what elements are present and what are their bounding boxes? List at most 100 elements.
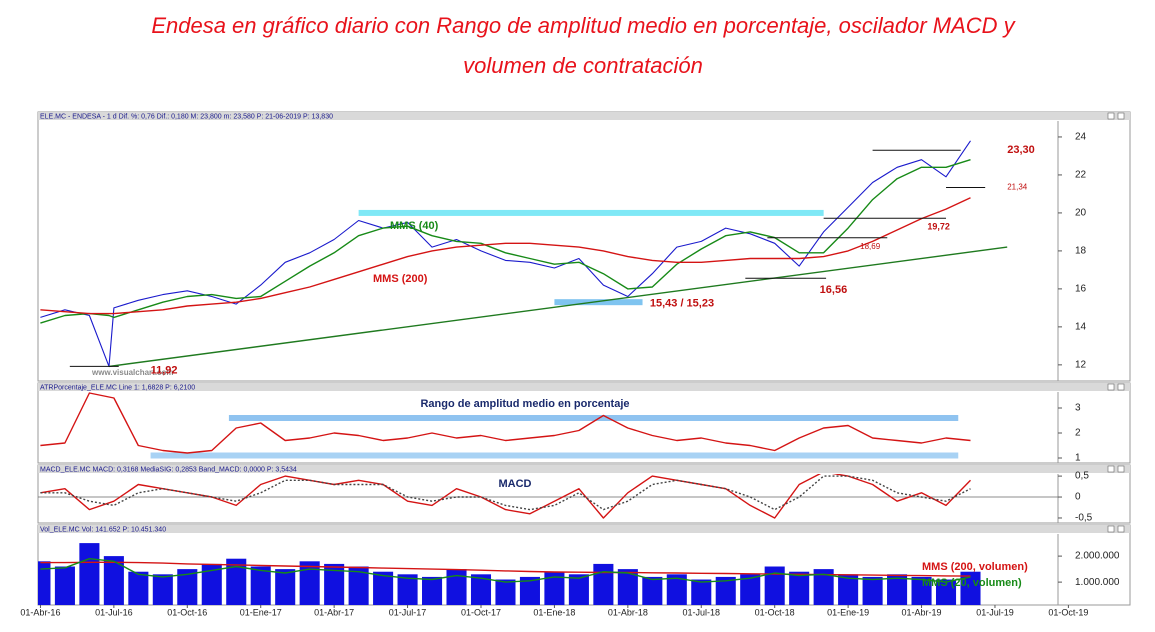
y-tick-label: 18	[1075, 246, 1087, 257]
panel-header-text: ATRPorcentaje_ELE.MC Line 1: 1,6828 P: 6…	[40, 384, 195, 391]
volume-bar	[593, 563, 614, 605]
volume-bar	[764, 566, 785, 605]
header-button	[1117, 525, 1125, 533]
volume-bar	[691, 579, 712, 605]
panel: Vol_ELE.MC Vol: 141.652 P: 10.451.340 1.0…	[20, 524, 1131, 617]
series-line	[40, 558, 971, 583]
panel-header-text: MACD_ELE.MC MACD: 0,3168 MediaSIG: 0,285…	[40, 466, 297, 473]
panel: ATRPorcentaje_ELE.MC Line 1: 1,6828 P: 6…	[37, 382, 1131, 464]
plot-area	[38, 474, 1058, 519]
panel: ELE.MC - ENDESA - 1 d Dif. %: 0,76 Dif.:…	[37, 111, 1131, 382]
volume-bar	[275, 569, 296, 605]
series-line	[108, 246, 1008, 368]
x-tick-label: 01-Ene-19	[827, 607, 869, 617]
title-line: Endesa en gráfico diario con Rango de am…	[151, 13, 1016, 38]
band	[150, 452, 959, 459]
series-line	[40, 140, 971, 367]
volume-bar	[422, 576, 443, 605]
header-button	[1117, 465, 1125, 473]
volume-bar	[935, 579, 957, 605]
title-line: volumen de contratación	[463, 53, 703, 78]
panel-header	[38, 112, 1130, 120]
annotation: Rango de amplitud medio en porcentaje	[420, 398, 629, 410]
volume-bar	[887, 574, 908, 605]
level-label: 23,30	[1007, 144, 1035, 156]
y-tick-label: 3	[1075, 403, 1081, 414]
watermark: www.visualchart.com	[91, 368, 174, 377]
volume-bar	[128, 571, 149, 605]
volume-bar	[226, 558, 247, 605]
volume-bar	[789, 571, 810, 605]
series-line	[40, 159, 971, 324]
level-label: 19,72	[927, 222, 950, 232]
volume-bar	[446, 569, 467, 605]
plot-area	[38, 543, 981, 605]
x-tick-label: 01-Oct-19	[1048, 607, 1088, 617]
plot-area	[40, 140, 1008, 368]
volume-bar	[177, 569, 198, 605]
header-button	[1117, 112, 1125, 120]
level-label: 21,34	[1007, 183, 1028, 192]
volume-bar	[38, 561, 51, 605]
y-tick-label: 1	[1075, 453, 1081, 464]
volume-bar	[813, 569, 834, 605]
volume-bar	[201, 563, 222, 605]
volume-bar	[103, 556, 124, 605]
x-tick-label: 01-Abr-17	[314, 607, 354, 617]
y-tick-label: 20	[1075, 208, 1087, 219]
x-tick-label: 01-Jul-17	[389, 607, 427, 617]
volume-bar	[568, 574, 589, 605]
band	[228, 415, 959, 421]
header-button	[1107, 112, 1115, 120]
x-tick-label: 01-Abr-18	[608, 607, 648, 617]
level-label: 11,92	[151, 364, 178, 376]
panel-header	[38, 465, 1130, 473]
x-tick-label: 01-Oct-18	[755, 607, 795, 617]
panel-frame	[37, 111, 1131, 382]
x-tick-label: 01-Jul-19	[976, 607, 1014, 617]
header-button	[1107, 525, 1115, 533]
volume-bar	[79, 543, 100, 605]
volume-bar	[250, 566, 271, 605]
series-line	[40, 197, 971, 315]
panel: MACD_ELE.MC MACD: 0,3168 MediaSIG: 0,285…	[37, 464, 1131, 524]
volume-bar	[495, 579, 516, 605]
plot-area	[40, 392, 971, 459]
volume-bar	[740, 574, 761, 605]
volume-bar	[862, 576, 883, 605]
volume-bar	[299, 561, 320, 605]
header-button	[1107, 383, 1115, 391]
volume-bar	[544, 571, 565, 605]
y-tick-label: 16	[1075, 284, 1087, 295]
volume-bar	[960, 571, 981, 605]
series-label: MMS (200)	[373, 273, 428, 285]
x-tick-label: 01-Oct-17	[461, 607, 501, 617]
panel-frame	[37, 382, 1131, 464]
panel-header-text: ELE.MC - ENDESA - 1 d Dif. %: 0,76 Dif.:…	[40, 113, 333, 120]
header-button	[1107, 465, 1115, 473]
volume-bar	[470, 574, 492, 605]
series-line	[40, 475, 971, 511]
x-tick-label: 01-Jul-18	[683, 607, 721, 617]
x-tick-label: 01-Oct-16	[167, 607, 207, 617]
y-tick-label: -0,5	[1075, 513, 1093, 524]
y-tick-label: 2.000.000	[1075, 551, 1120, 562]
y-tick-label: 2	[1075, 428, 1081, 439]
level-label: 15,43 / 15,23	[650, 298, 714, 310]
volume-bar	[373, 571, 394, 605]
volume-bar	[838, 574, 859, 605]
volume-bar	[911, 576, 932, 605]
volume-bar	[54, 566, 75, 605]
volume-bar	[617, 569, 638, 605]
level-label: 16,56	[820, 284, 848, 296]
volume-bar	[519, 576, 540, 605]
band	[358, 209, 824, 216]
y-tick-label: 0,5	[1075, 471, 1089, 482]
x-tick-label: 01-Ene-18	[533, 607, 575, 617]
x-tick-label: 01-Abr-16	[20, 607, 60, 617]
band	[554, 299, 643, 306]
series-line	[40, 392, 971, 454]
series-label: MMS (200, volumen)	[922, 561, 1028, 573]
panel-header	[38, 525, 1130, 533]
